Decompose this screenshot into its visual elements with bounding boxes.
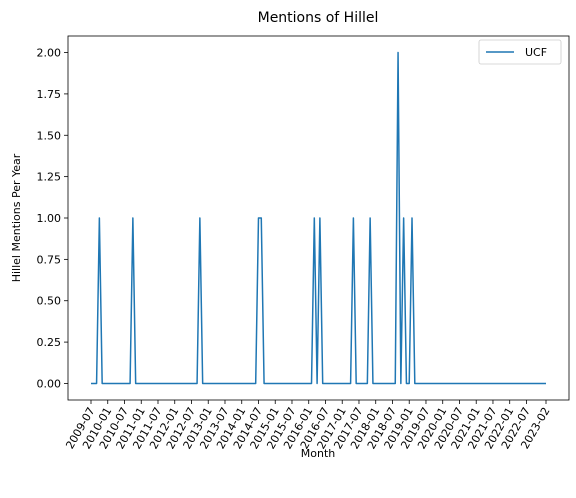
y-tick-label: 0.00 [37,377,62,390]
legend: UCF [478,39,562,65]
y-tick-label: 2.00 [37,47,62,60]
y-tick-label: 1.25 [37,171,62,184]
y-tick-label: 1.75 [37,88,62,101]
y-tick-label: 0.50 [37,295,62,308]
y-tick-label: 0.75 [37,253,62,266]
legend-label-ucf: UCF [525,46,547,59]
y-tick-label: 1.00 [37,212,62,225]
y-tick-label: 1.50 [37,129,62,142]
x-axis-label: Month [301,447,336,460]
y-axis-label: Hillel Mentions Per Year [10,153,23,282]
legend-box [478,39,562,65]
x-axis-ticks: 2009-072010-012010-072011-012011-072012-… [63,400,553,451]
y-axis-ticks: 0.00 0.25 0.50 0.75 1.00 1.25 1.50 1.75 2.00 [37,47,68,390]
chart-title: Mentions of Hillel [258,10,379,26]
plot-area [67,35,570,401]
y-tick-label: 0.25 [37,336,62,349]
series-line-ucf [91,51,546,385]
